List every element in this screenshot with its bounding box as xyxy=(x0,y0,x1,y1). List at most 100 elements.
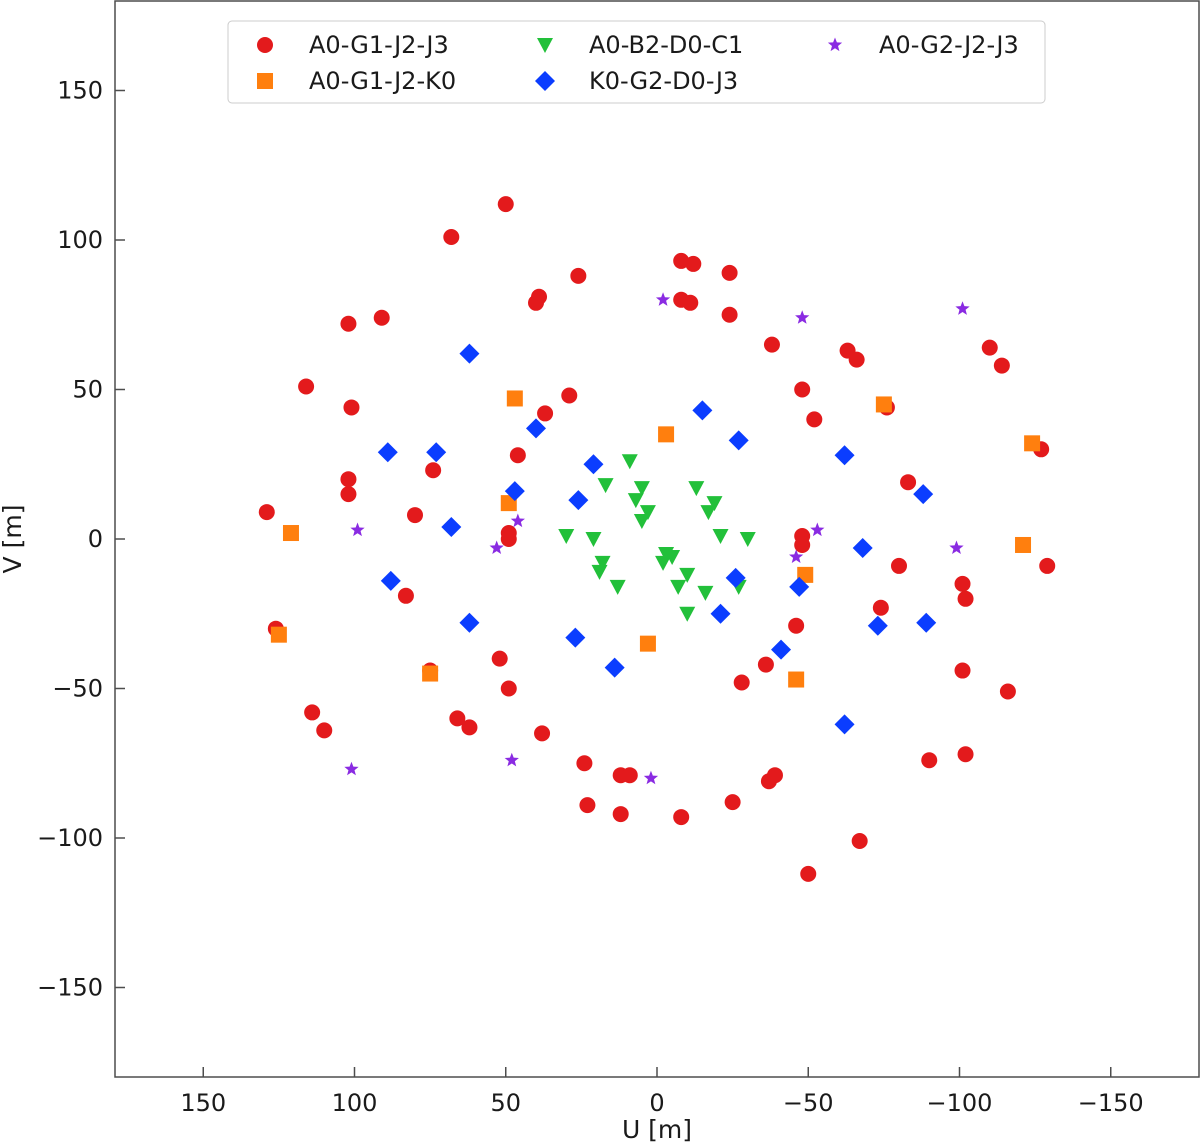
legend-box xyxy=(227,20,1046,104)
y-tick-label: 50 xyxy=(72,376,103,404)
data-point xyxy=(585,532,602,547)
data-point xyxy=(921,752,938,769)
data-point xyxy=(459,343,480,364)
data-point xyxy=(848,351,865,368)
data-point xyxy=(500,680,517,697)
data-point xyxy=(685,255,702,272)
plot-frame xyxy=(114,0,1200,1078)
data-point xyxy=(344,761,359,776)
data-point xyxy=(664,549,681,565)
data-point xyxy=(955,301,970,315)
data-point xyxy=(682,294,699,311)
data-point xyxy=(568,490,589,511)
data-point xyxy=(304,704,321,721)
data-point xyxy=(633,514,650,530)
data-point xyxy=(497,196,514,213)
data-point xyxy=(639,505,656,521)
data-point xyxy=(597,478,614,494)
data-point xyxy=(340,471,357,488)
data-point xyxy=(728,430,749,451)
legend-item-K0-G2-D0-J3: K0-G2-D0-J3 xyxy=(535,67,738,95)
data-point xyxy=(697,585,714,601)
data-point xyxy=(788,671,805,688)
data-point xyxy=(658,426,675,443)
data-point xyxy=(350,522,365,537)
legend-marker xyxy=(537,38,553,53)
data-point xyxy=(504,752,519,767)
data-point xyxy=(733,674,750,691)
data-point xyxy=(757,656,774,673)
data-point xyxy=(797,566,814,583)
y-tick-label: 100 xyxy=(57,226,103,254)
data-point xyxy=(509,447,526,464)
data-point xyxy=(721,264,738,281)
data-point xyxy=(579,797,596,814)
y-tick-label: −50 xyxy=(52,675,103,703)
data-point xyxy=(800,865,817,882)
data-point xyxy=(999,683,1016,700)
data-point xyxy=(834,445,855,466)
data-point xyxy=(570,267,587,284)
data-point xyxy=(957,746,974,763)
data-point xyxy=(834,714,855,735)
data-point xyxy=(655,292,671,306)
data-point xyxy=(706,496,723,512)
plot-area xyxy=(258,196,1056,882)
data-point xyxy=(949,540,964,555)
data-point xyxy=(710,603,731,624)
data-point xyxy=(576,755,593,772)
y-tick-label: −100 xyxy=(37,824,103,852)
legend-item-A0-G2-J2-J3: A0-G2-J2-J3 xyxy=(827,31,1019,59)
series-A0-B2-D0-C1 xyxy=(558,454,756,622)
data-point xyxy=(500,495,517,512)
data-point xyxy=(407,507,423,524)
legend-label: A0-B2-D0-C1 xyxy=(589,31,743,59)
data-point xyxy=(506,390,523,407)
data-point xyxy=(537,405,554,422)
data-point xyxy=(688,481,705,497)
x-tick-label: 0 xyxy=(649,1089,664,1117)
x-tick-label: −100 xyxy=(927,1089,993,1117)
data-point xyxy=(627,493,644,509)
data-point xyxy=(639,635,656,652)
data-point xyxy=(565,627,586,648)
data-point xyxy=(449,710,466,727)
axes: 150 100 50 0 −50 −100 −150 150 100 50 0 −50 −100 −150 xyxy=(37,77,1144,1118)
data-point xyxy=(380,570,401,591)
legend-item-A0-G1-J2-K0: A0-G1-J2-K0 xyxy=(257,67,456,95)
data-point xyxy=(441,517,462,538)
data-point xyxy=(504,481,525,502)
data-point xyxy=(913,484,934,505)
data-point xyxy=(993,357,1010,374)
legend-marker xyxy=(257,37,273,53)
series-A0-G1-J2-K0 xyxy=(270,390,1041,688)
data-point xyxy=(891,557,907,574)
x-tick-label: −50 xyxy=(783,1089,834,1117)
data-point xyxy=(1039,557,1056,574)
data-point xyxy=(794,536,811,553)
legend-item-A0-G1-J2-J3: A0-G1-J2-J3 xyxy=(257,31,449,59)
data-point xyxy=(673,252,690,269)
legend-item-A0-B2-D0-C1: A0-B2-D0-C1 xyxy=(537,31,743,59)
x-tick-label: 150 xyxy=(180,1089,226,1117)
data-point xyxy=(534,725,551,742)
data-point xyxy=(872,599,889,616)
data-point xyxy=(788,617,805,634)
data-point xyxy=(316,722,333,739)
data-point xyxy=(724,794,741,811)
data-point xyxy=(489,540,504,555)
y-tick-label: −150 xyxy=(37,974,103,1002)
data-point xyxy=(282,525,299,542)
data-point xyxy=(594,555,611,571)
data-point xyxy=(491,650,508,667)
series-K0-G2-D0-J3 xyxy=(377,343,937,735)
data-point xyxy=(721,306,738,323)
data-point xyxy=(789,576,810,597)
data-point xyxy=(377,442,398,463)
data-point xyxy=(397,587,414,604)
data-point xyxy=(900,474,917,491)
data-point xyxy=(916,612,937,633)
data-point xyxy=(609,579,626,595)
data-point xyxy=(425,462,442,479)
data-point xyxy=(443,229,460,246)
